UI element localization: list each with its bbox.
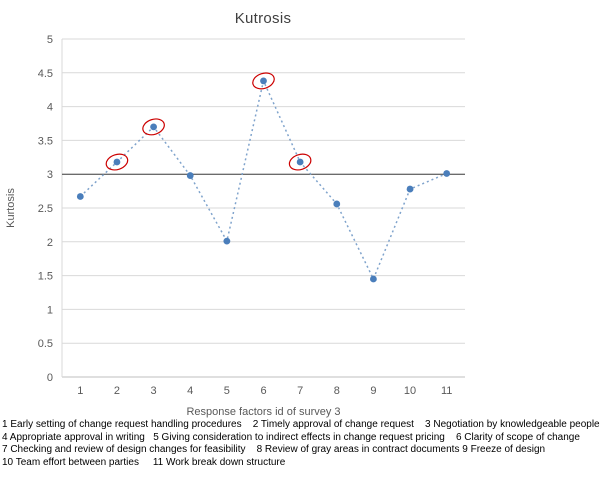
data-point-marker [370,275,377,283]
axis-tick-label: 0.5 [38,338,53,350]
axis-tick-label: 1.5 [38,271,53,283]
axis-tick-label: 3.5 [38,135,53,147]
data-point-marker [443,170,451,177]
footnote-line-2: 4 Appropriate approval in writing 5 Givi… [2,431,580,443]
data-point-marker [76,193,84,200]
axis-tick-label: 2 [114,385,120,397]
data-point-marker [186,172,194,179]
axis-tick-label: 3 [47,169,53,181]
axis-tick-label: 11 [441,385,452,397]
highlight-circle [252,72,275,90]
footnote-line-1: 1 Early setting of change request handli… [2,419,600,430]
axis-tick-label: 4 [187,385,193,397]
footnote-line-4: 10 Team effort between parties 11 Work b… [2,456,286,468]
axis-tick-label: 1 [47,304,53,316]
data-point-marker [223,237,231,245]
highlight-circle [142,118,165,136]
data-point-marker [406,185,414,193]
highlight-circle [105,153,129,171]
data-point-marker [150,123,157,131]
axis-tick-label: 8 [334,385,340,397]
axis-tick-label: 4 [47,102,53,114]
data-point-marker [260,77,267,85]
kurtosis-line-chart: 0 0.5 1 1.5 2 2.5 3 3.5 4 4.5 5 1 2 3 4 5 6 7 8 9 10 11 Respon… [5,34,465,418]
y-axis-title: Kurtosis [5,188,17,228]
axis-tick-label: 9 [370,385,376,397]
axis-tick-label: 5 [224,385,230,397]
axis-tick-label: 10 [404,385,416,397]
axis-tick-label: 0 [47,372,53,384]
footnote-block: 1 Early setting of change request handli… [0,419,612,469]
footnote-line-3: 7 Checking and review of design changes … [2,444,546,455]
axis-tick-label: Response factors id of survey 3 [186,406,340,418]
data-point-marker [333,200,341,208]
axis-tick-label: 3 [151,385,157,397]
axis-tick-label: 4.5 [38,68,53,80]
axis-tick-label: 5 [47,34,53,46]
chart-title: Kutrosis [234,10,292,27]
axis-tick-label: 6 [260,385,266,397]
series-line [79,78,447,281]
axis-tick-label: 2.5 [38,203,53,215]
axis-tick-label: 1 [77,385,83,397]
highlight-circle [288,153,312,171]
axis-tick-label: 7 [297,385,303,397]
axis-tick-label: 2 [47,237,53,249]
data-point-marker [113,158,121,166]
data-point-marker [296,158,304,166]
